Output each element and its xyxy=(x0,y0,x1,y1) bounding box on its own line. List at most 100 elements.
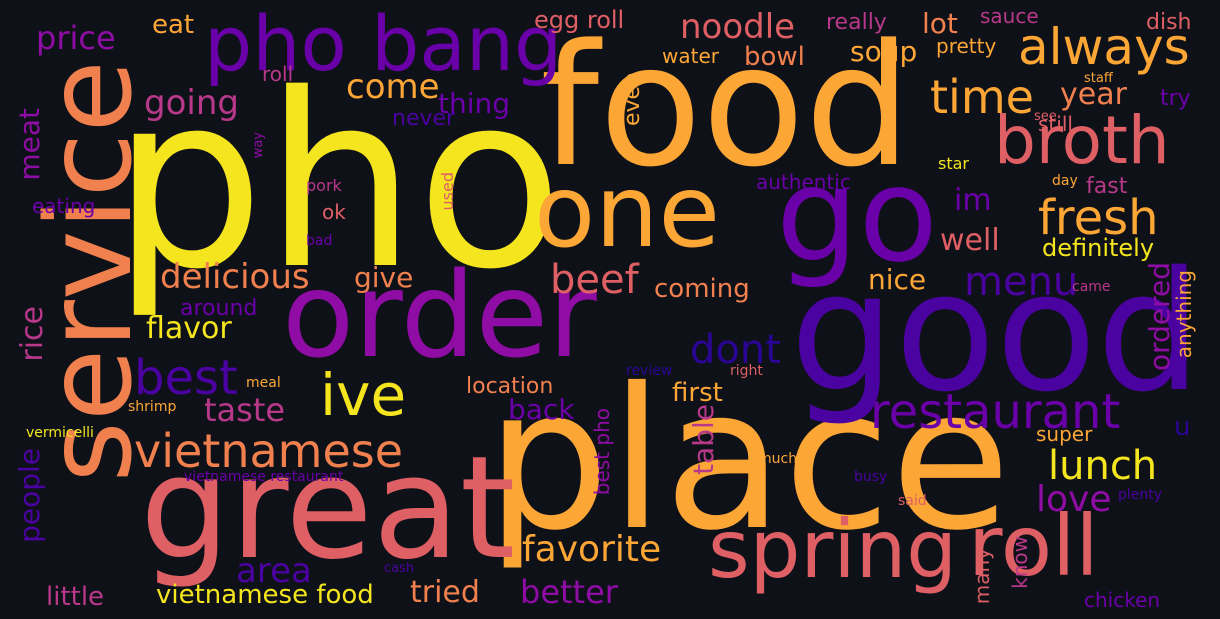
word-vietnamese-food: vietnamese food xyxy=(156,580,374,610)
word-eating: eating xyxy=(32,194,96,218)
word-one: one xyxy=(534,153,721,270)
word-table: table xyxy=(687,404,720,475)
word-see: see xyxy=(1034,109,1057,124)
word-meal: meal xyxy=(246,375,281,391)
word-water: water xyxy=(662,44,719,68)
word-spring: spring xyxy=(708,503,958,596)
word-coming: coming xyxy=(654,274,750,304)
word-dont: dont xyxy=(690,327,781,373)
word-best-pho: best pho xyxy=(590,408,614,496)
word-lot: lot xyxy=(922,7,958,40)
word-super: super xyxy=(1036,422,1093,446)
word-thing: thing xyxy=(438,87,511,120)
word-vietnamese-restaurant: vietnamese restaurant xyxy=(184,469,344,485)
word-people: people xyxy=(13,448,46,543)
word-rice: rice xyxy=(15,306,50,362)
word-order: order xyxy=(282,246,597,384)
word-come: come xyxy=(346,67,440,107)
word-eat: eat xyxy=(152,10,195,40)
word-restaurant: restaurant xyxy=(870,384,1121,440)
word-dish: dish xyxy=(1146,10,1192,35)
word-fresh: fresh xyxy=(1038,190,1159,246)
word-first: first xyxy=(672,378,723,408)
word-area: area xyxy=(236,551,312,591)
word-authentic: authentic xyxy=(756,170,851,194)
word-flavor: flavor xyxy=(146,311,232,346)
word-little: little xyxy=(46,582,105,612)
word-around: around xyxy=(180,296,258,321)
word-vermicelli: vermicelli xyxy=(26,425,94,441)
word-noodle: noodle xyxy=(680,7,796,47)
word-definitely: definitely xyxy=(1042,234,1155,262)
word-try: try xyxy=(1160,86,1191,111)
word-delicious: delicious xyxy=(160,257,310,297)
word-egg-roll: egg roll xyxy=(534,6,625,34)
word-ive: ive xyxy=(320,361,407,429)
word-love: love xyxy=(1036,479,1112,520)
word-anything: anything xyxy=(1172,270,1196,359)
word-year: year xyxy=(1060,77,1127,112)
word-nice: nice xyxy=(868,263,927,296)
word-sauce: sauce xyxy=(980,4,1039,28)
word-better: better xyxy=(520,573,618,611)
word-place: place xyxy=(486,346,1011,573)
word-give: give xyxy=(354,261,414,294)
word-right: right xyxy=(730,363,763,379)
word-u: u xyxy=(1174,412,1191,442)
word-used: used xyxy=(438,172,457,211)
word-menu: menu xyxy=(964,259,1079,305)
word-back: back xyxy=(508,393,575,426)
word-going: going xyxy=(144,83,239,123)
word-tried: tried xyxy=(410,575,480,610)
word-pretty: pretty xyxy=(936,34,997,58)
word-taste: taste xyxy=(204,391,286,429)
word-favorite: favorite xyxy=(522,529,662,570)
word-price: price xyxy=(36,19,116,57)
word-pho: pho xyxy=(112,42,564,322)
word-pork: pork xyxy=(306,176,342,195)
word-really: really xyxy=(826,10,887,35)
word-staff: staff xyxy=(1084,71,1113,86)
word-soup: soup xyxy=(850,35,918,68)
word-roll-small: roll xyxy=(262,62,294,86)
word-even: even xyxy=(620,72,645,127)
word-meat: meat xyxy=(13,108,46,181)
word-good: good xyxy=(790,236,1202,428)
word-said: said xyxy=(898,493,927,509)
word-busy: busy xyxy=(854,469,888,485)
word-always: always xyxy=(1018,18,1190,76)
word-plenty: plenty xyxy=(1118,487,1163,503)
word-came: came xyxy=(1072,279,1111,295)
word-great: great xyxy=(140,426,516,591)
word-well: well xyxy=(940,223,1000,258)
word-lunch: lunch xyxy=(1048,443,1158,489)
word-much: much xyxy=(758,451,798,467)
word-beef: beef xyxy=(550,257,639,303)
word-im: im xyxy=(954,183,992,218)
word-bowl: bowl xyxy=(744,42,805,72)
word-location: location xyxy=(466,374,554,399)
word-star: star xyxy=(938,154,969,173)
word-broth: broth xyxy=(994,102,1170,179)
word-chicken: chicken xyxy=(1084,588,1161,612)
word-still: still xyxy=(1038,112,1073,136)
word-go: go xyxy=(776,139,939,291)
word-ok: ok xyxy=(322,200,346,224)
word-many: many xyxy=(970,548,994,605)
word-day: day xyxy=(1052,173,1078,189)
word-bad: bad xyxy=(306,233,333,249)
word-know: know xyxy=(1008,536,1032,589)
word-time: time xyxy=(930,70,1034,124)
word-never: never xyxy=(392,106,456,131)
word-review: review xyxy=(626,363,673,379)
word-fast: fast xyxy=(1086,174,1128,199)
word-vietnamese: vietnamese xyxy=(134,424,404,478)
word-cash: cash xyxy=(384,561,415,576)
word-food: food xyxy=(540,8,912,204)
word-shrimp: shrimp xyxy=(128,399,177,415)
word-ordered: ordered xyxy=(1143,262,1176,372)
word-pho-bang: pho bang xyxy=(204,0,563,88)
word-way: way xyxy=(251,132,266,159)
word-roll: roll xyxy=(968,497,1099,595)
